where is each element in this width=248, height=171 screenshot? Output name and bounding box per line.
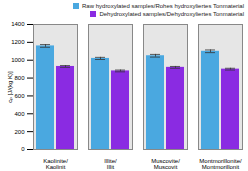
svg-text:0: 0 xyxy=(21,146,25,152)
svg-text:Montmorillonite/Montmorillonit: Montmorillonite/Montmorillonit xyxy=(199,158,242,170)
svg-text:Kaolinite/Kaolinit: Kaolinite/Kaolinit xyxy=(43,158,68,170)
html-text:Raw hydroxylated samples/Rohes: Raw hydroxylated samples/Rohes hydroxyli… xyxy=(82,3,244,9)
svg-text:1000: 1000 xyxy=(11,57,25,63)
svg-text:200: 200 xyxy=(14,129,25,135)
svg-text:1400: 1400 xyxy=(11,21,25,27)
svg-text:1200: 1200 xyxy=(11,39,25,45)
html-text:Dehydroxylated samples/Dehydro: Dehydroxylated samples/Dehydroxyliertes … xyxy=(99,11,244,17)
svg-text:Illite/Illit: Illite/Illit xyxy=(104,158,117,170)
svg-text:400: 400 xyxy=(14,111,25,117)
svg-text:600: 600 xyxy=(14,93,25,99)
svg-text:800: 800 xyxy=(14,75,25,81)
svg-text:Muscovite/Muscovit: Muscovite/Muscovit xyxy=(151,158,180,170)
svg-text:cₚ [J/(kg K)]: cₚ [J/(kg K)] xyxy=(7,71,13,103)
